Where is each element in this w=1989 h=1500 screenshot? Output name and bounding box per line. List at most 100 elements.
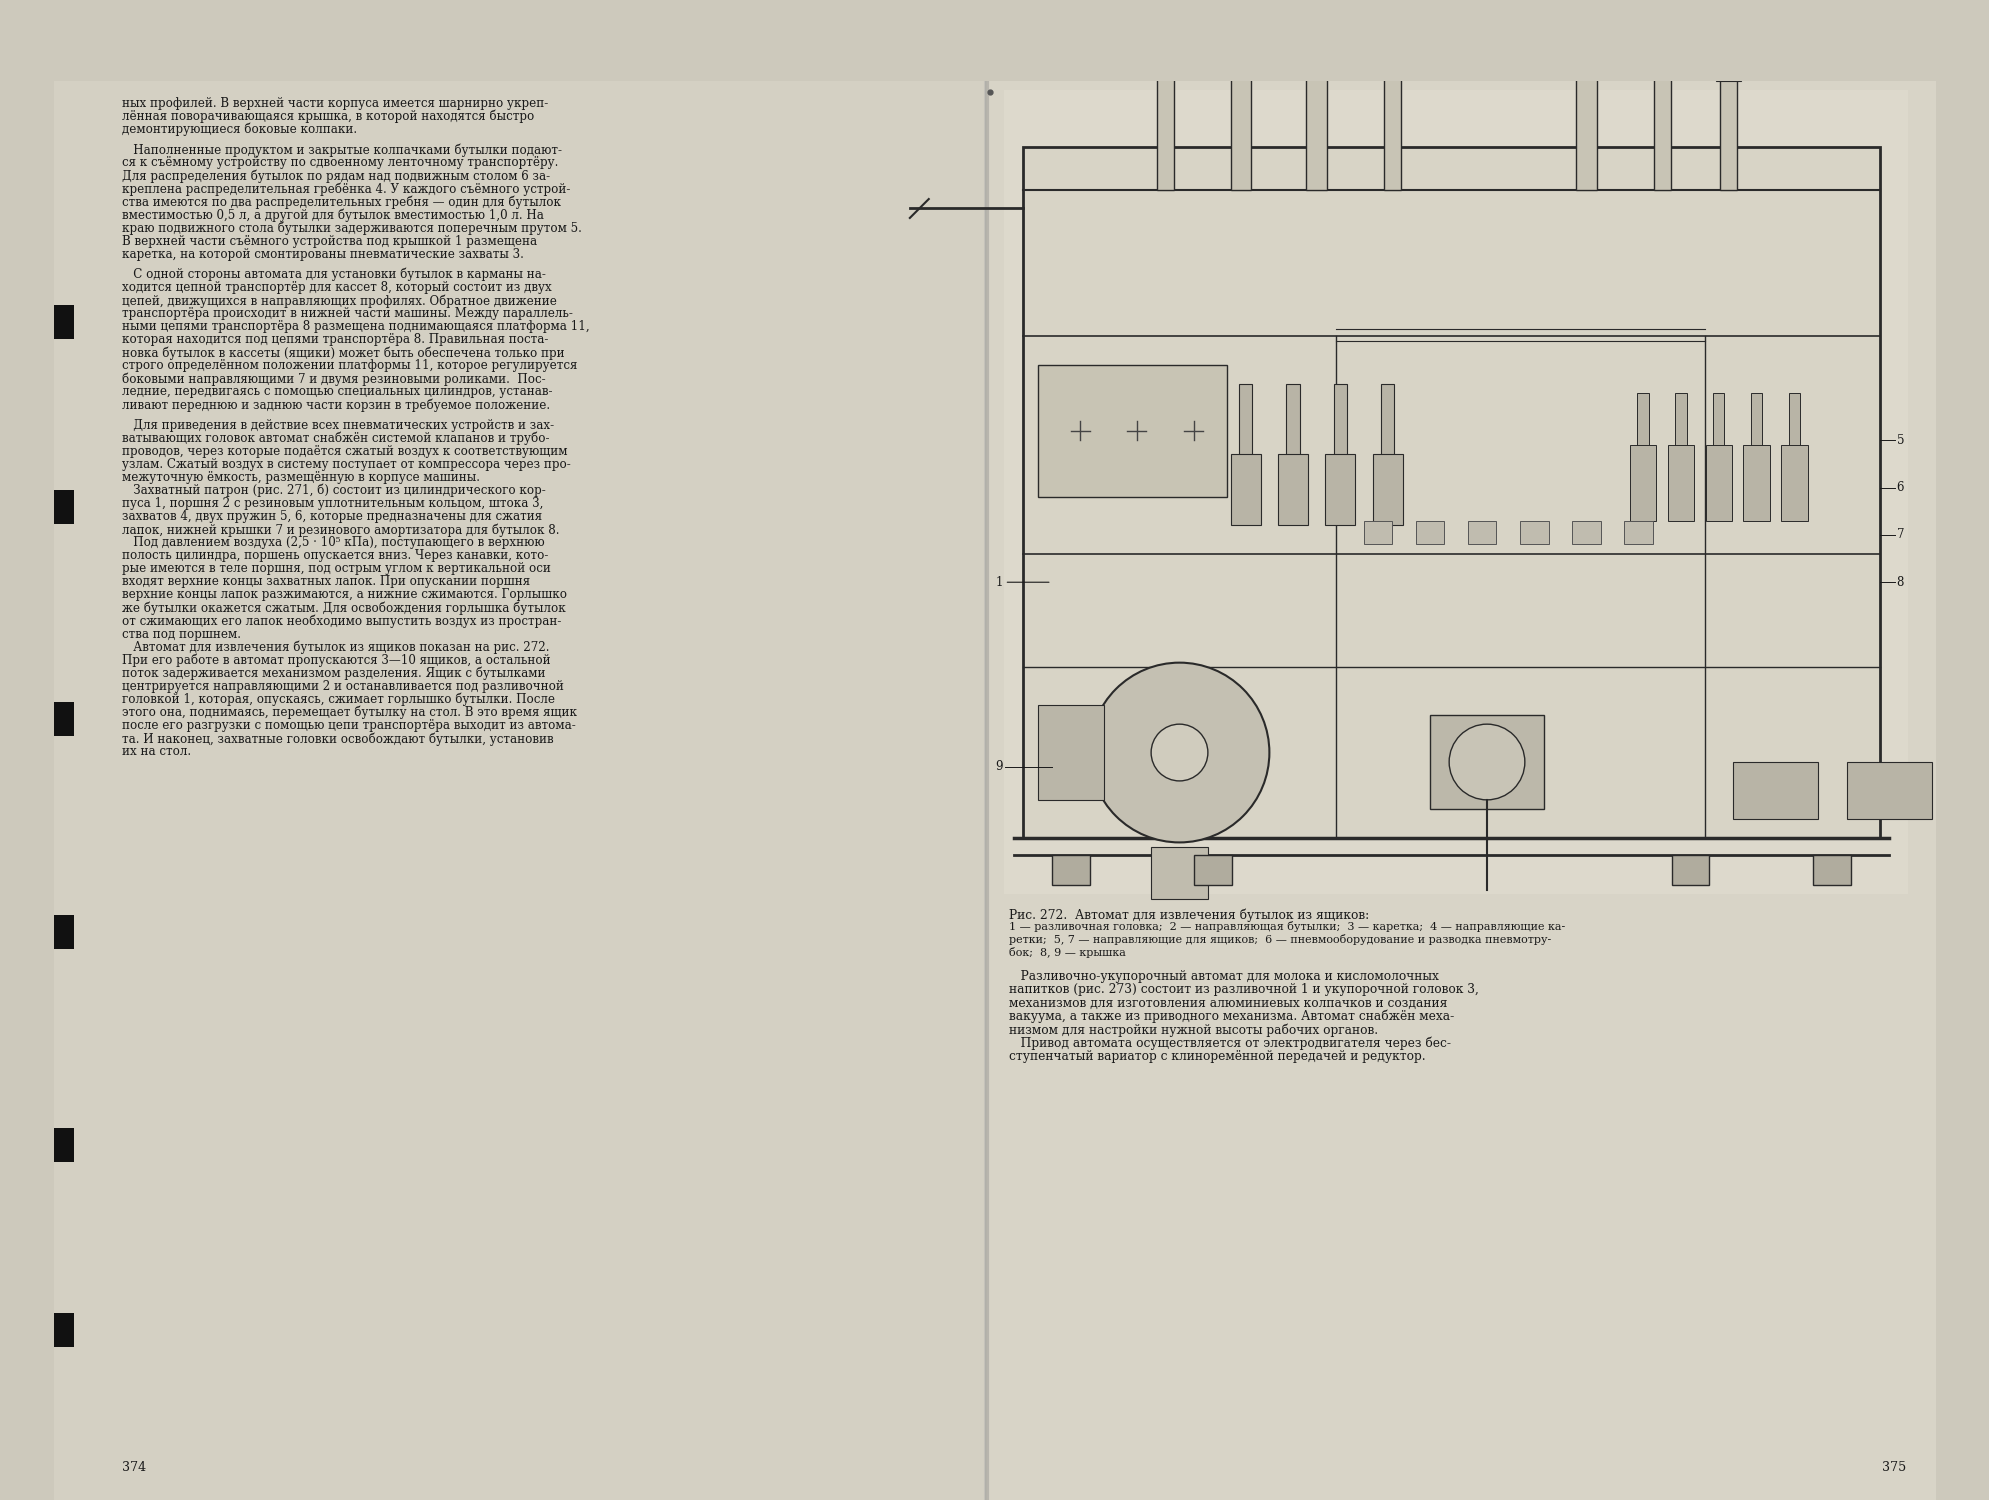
Bar — [1846, 762, 1931, 819]
Bar — [1305, 4, 1327, 189]
Text: 1: 1 — [994, 576, 1002, 588]
Bar — [1325, 454, 1355, 525]
Bar — [1229, 10, 1251, 189]
Text: же бутылки окажется сжатым. Для освобождения горлышка бутылок: же бутылки окажется сжатым. Для освобожд… — [121, 602, 565, 615]
Text: центрируется направляющими 2 и останавливается под разливочной: центрируется направляющими 2 и останавли… — [121, 680, 563, 693]
Text: та. И наконец, захватные головки освобождают бутылки, установив: та. И наконец, захватные головки освобож… — [121, 732, 553, 746]
Text: низмом для настройки нужной высоты рабочих органов.: низмом для настройки нужной высоты рабоч… — [1008, 1023, 1378, 1036]
Text: проводов, через которые подаётся сжатый воздух к соответствующим: проводов, через которые подаётся сжатый … — [121, 446, 567, 458]
Bar — [1780, 446, 1806, 520]
Text: ватывающих головок автомат снабжён системой клапанов и трубо-: ватывающих головок автомат снабжён систе… — [121, 432, 549, 445]
Text: ливают переднюю и заднюю части корзин в требуемое положение.: ливают переднюю и заднюю части корзин в … — [121, 399, 549, 412]
Text: 1 — разливочная головка;  2 — направляющая бутылки;  3 — каретка;  4 — направляю: 1 — разливочная головка; 2 — направляюща… — [1008, 921, 1565, 933]
Bar — [54, 915, 74, 950]
Text: новка бутылок в кассеты (ящики) может быть обеспечена только при: новка бутылок в кассеты (ящики) может бы… — [121, 346, 565, 360]
Bar — [1416, 520, 1444, 544]
Text: Разливочно-укупорочный автомат для молока и кисломолочных: Разливочно-укупорочный автомат для молок… — [1008, 970, 1438, 982]
Text: С одной стороны автомата для установки бутылок в карманы на-: С одной стороны автомата для установки б… — [121, 268, 545, 282]
Text: этого она, поднимаясь, перемещает бутылку на стол. В это время ящик: этого она, поднимаясь, перемещает бутылк… — [121, 706, 577, 720]
Text: полость цилиндра, поршень опускается вниз. Через канавки, кото-: полость цилиндра, поршень опускается вни… — [121, 549, 547, 562]
Text: краю подвижного стола бутылки задерживаются поперечным прутом 5.: краю подвижного стола бутылки задерживаю… — [121, 222, 581, 236]
Text: головкой 1, которая, опускаясь, сжимает горлышко бутылки. После: головкой 1, которая, опускаясь, сжимает … — [121, 693, 555, 706]
Bar — [1036, 705, 1104, 800]
Bar — [1036, 364, 1225, 496]
Bar — [1667, 446, 1693, 520]
Circle shape — [1150, 724, 1207, 782]
Bar — [1150, 847, 1207, 898]
Text: узлам. Сжатый воздух в систему поступает от компрессора через про-: узлам. Сжатый воздух в систему поступает… — [121, 458, 571, 471]
Bar — [1571, 520, 1599, 544]
Bar — [1750, 393, 1762, 450]
Bar — [1333, 384, 1347, 459]
Bar — [1629, 446, 1655, 520]
Text: 7: 7 — [1896, 528, 1903, 542]
Text: При его работе в автомат пропускаются 3—10 ящиков, а остальной: При его работе в автомат пропускаются 3—… — [121, 654, 551, 668]
Bar — [1277, 454, 1307, 525]
Bar — [54, 1312, 74, 1347]
Bar — [1705, 446, 1730, 520]
Text: ства под поршнем.: ства под поршнем. — [121, 627, 241, 640]
Text: Для распределения бутылок по рядам над подвижным столом 6 за-: Для распределения бутылок по рядам над п… — [121, 170, 549, 183]
Text: поток задерживается механизмом разделения. Ящик с бутылками: поток задерживается механизмом разделени… — [121, 668, 545, 681]
Bar — [1812, 855, 1850, 885]
Text: Автомат для извлечения бутылок из ящиков показан на рис. 272.: Автомат для извлечения бутылок из ящиков… — [121, 640, 549, 654]
Text: захватов 4, двух пружин 5, 6, которые предназначены для сжатия: захватов 4, двух пружин 5, 6, которые пр… — [121, 510, 541, 524]
Text: 2: 2 — [1237, 0, 1243, 2]
Text: 374: 374 — [121, 1461, 145, 1473]
Text: 4: 4 — [1581, 0, 1589, 2]
Text: вакуума, а также из приводного механизма. Автомат снабжён меха-: вакуума, а также из приводного механизма… — [1008, 1010, 1454, 1023]
Bar — [1156, 38, 1174, 189]
Text: после его разгрузки с помощью цепи транспортёра выходит из автома-: после его разгрузки с помощью цепи транс… — [121, 718, 575, 732]
Text: Под давлением воздуха (2,5 · 10⁵ кПа), поступающего в верхнюю: Под давлением воздуха (2,5 · 10⁵ кПа), п… — [121, 536, 545, 549]
Text: ся к съёмному устройству по сдвоенному ленточному транспортёру.: ся к съёмному устройству по сдвоенному л… — [121, 156, 557, 170]
Text: ледние, передвигаясь с помощью специальных цилиндров, устанав-: ледние, передвигаясь с помощью специальн… — [121, 386, 551, 399]
Text: Привод автомата осуществляется от электродвигателя через бес-: Привод автомата осуществляется от электр… — [1008, 1036, 1450, 1050]
Bar — [1382, 38, 1400, 189]
Bar — [1732, 762, 1818, 819]
Bar — [1718, 66, 1736, 189]
Text: верхние концы лапок разжимаются, а нижние сжимаются. Горлышко: верхние концы лапок разжимаются, а нижни… — [121, 588, 567, 602]
Circle shape — [1448, 724, 1524, 800]
Bar — [1193, 855, 1231, 885]
Bar — [1225, 8, 1255, 24]
Text: 9: 9 — [994, 760, 1002, 772]
Text: напитков (рис. 273) состоит из разливочной 1 и укупорочной головок 3,: напитков (рис. 273) состоит из разливочн… — [1008, 984, 1478, 996]
Text: креплена распределительная гребёнка 4. У каждого съёмного устрой-: креплена распределительная гребёнка 4. У… — [121, 183, 569, 196]
Text: каретка, на которой смонтированы пневматические захваты 3.: каретка, на которой смонтированы пневмат… — [121, 248, 523, 261]
Bar — [1637, 393, 1649, 450]
Text: ходится цепной транспортёр для кассет 8, который состоит из двух: ходится цепной транспортёр для кассет 8,… — [121, 280, 551, 294]
Bar — [1285, 384, 1299, 459]
Bar — [1152, 36, 1177, 52]
Bar — [54, 304, 74, 339]
Bar — [1788, 393, 1800, 450]
Text: ства имеются по два распределительных гребня — один для бутылок: ства имеются по два распределительных гр… — [121, 195, 561, 208]
Text: которая находится под цепями транспортёра 8. Правильная поста-: которая находится под цепями транспортёр… — [121, 333, 547, 346]
Bar — [54, 489, 74, 524]
Text: ступенчатый вариатор с клиноремённой передачей и редуктор.: ступенчатый вариатор с клиноремённой пер… — [1008, 1050, 1424, 1062]
Bar — [54, 1128, 74, 1162]
Bar — [1468, 520, 1496, 544]
Text: Захватный патрон (рис. 271, б) состоит из цилиндрического кор-: Захватный патрон (рис. 271, б) состоит и… — [121, 484, 545, 498]
Bar — [54, 702, 74, 736]
Bar — [1649, 36, 1673, 52]
Bar — [54, 81, 987, 1500]
Text: лапок, нижней крышки 7 и резинового амортизатора для бутылок 8.: лапок, нижней крышки 7 и резинового амор… — [121, 524, 559, 537]
Bar — [1742, 446, 1768, 520]
Bar — [1229, 454, 1261, 525]
Text: транспортёра происходит в нижней части машины. Между параллель-: транспортёра происходит в нижней части м… — [121, 308, 573, 320]
Bar — [1303, 2, 1331, 20]
Text: ных профилей. В верхней части корпуса имеется шарнирно укреп-: ных профилей. В верхней части корпуса им… — [121, 98, 547, 109]
Text: 8: 8 — [1896, 576, 1903, 588]
Bar — [1004, 90, 1907, 894]
Text: лённая поворачивающаяся крышка, в которой находятся быстро: лённая поворачивающаяся крышка, в которо… — [121, 110, 533, 123]
Bar — [1430, 714, 1543, 810]
Text: демонтирующиеся боковые колпаки.: демонтирующиеся боковые колпаки. — [121, 123, 356, 136]
Bar — [1715, 63, 1740, 81]
Bar — [1380, 384, 1394, 459]
Text: строго определённом положении платформы 11, которое регулируется: строго определённом положении платформы … — [121, 360, 577, 372]
Text: 6: 6 — [1896, 482, 1903, 494]
Text: Рис. 272.  Автомат для извлечения бутылок из ящиков:: Рис. 272. Автомат для извлечения бутылок… — [1008, 909, 1368, 922]
Bar — [1362, 520, 1392, 544]
Bar — [1022, 147, 1880, 837]
Text: Для приведения в действие всех пневматических устройств и зах-: Для приведения в действие всех пневматич… — [121, 419, 553, 432]
